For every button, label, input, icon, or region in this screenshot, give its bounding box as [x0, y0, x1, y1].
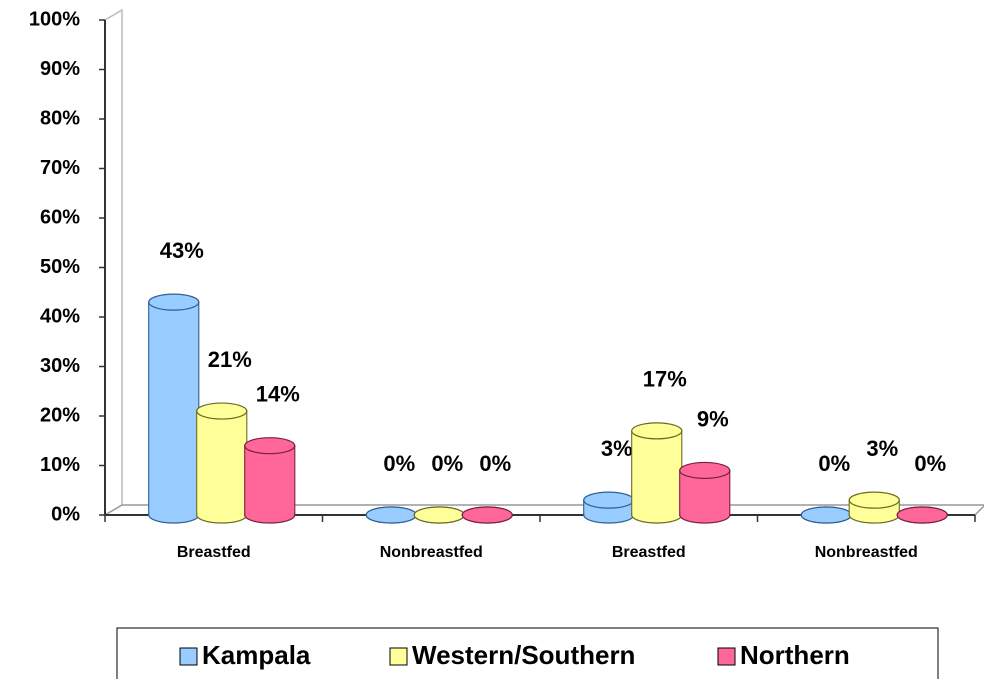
legend-label: Western/Southern [412, 640, 635, 670]
legend-box [116, 627, 939, 679]
y-tick-label: 100% [29, 8, 80, 30]
y-tick-label: 10% [40, 454, 80, 476]
value-label: 3% [601, 436, 633, 461]
value-label: 9% [697, 406, 729, 431]
legend-label: Northern [740, 640, 850, 670]
x-tick-label: Breastfed [612, 544, 686, 561]
bar-base-cover [149, 302, 199, 515]
bar-top [848, 491, 900, 509]
bar-base-cover [245, 445, 295, 515]
y-tick-label: 90% [40, 58, 80, 80]
bar-base-cover [632, 430, 682, 515]
y-tick-label: 70% [40, 157, 80, 179]
y-tick-label: 80% [40, 107, 80, 129]
bar-top [365, 506, 417, 524]
y-tick-label: 50% [40, 256, 80, 278]
value-label: 14% [256, 382, 300, 407]
value-label: 43% [160, 238, 204, 263]
bar-top [196, 402, 248, 420]
legend-label: Kampala [202, 640, 311, 670]
bar-top [413, 506, 465, 524]
bar-top [461, 506, 513, 524]
y-tick-label: 60% [40, 206, 80, 228]
y-tick-label: 40% [40, 305, 80, 327]
y-tick-label: 0% [51, 503, 80, 525]
y-tick-label: 30% [40, 355, 80, 377]
value-label: 3% [866, 436, 898, 461]
bar-top [679, 461, 731, 480]
value-label: 0% [914, 451, 946, 476]
value-label: 0% [431, 451, 463, 476]
legend-swatch [179, 647, 198, 666]
bar-top [896, 506, 948, 524]
x-tick-label: Breastfed [177, 544, 251, 561]
bar-base-cover [197, 411, 247, 515]
value-label: 21% [208, 347, 252, 372]
x-tick-label: Nonbreastfed [380, 544, 483, 561]
bar-top [631, 422, 683, 440]
x-tick-label: Nonbreastfed [815, 544, 918, 561]
value-label: 0% [383, 451, 415, 476]
bar-top [583, 491, 635, 509]
bar-top [148, 293, 200, 311]
value-label: 17% [643, 367, 687, 392]
y-tick-label: 20% [40, 404, 80, 426]
legend-swatch [717, 647, 736, 666]
value-label: 0% [818, 451, 850, 476]
value-label: 0% [479, 451, 511, 476]
back-wall [104, 8, 123, 505]
bar-top [244, 437, 296, 455]
bar-top [800, 506, 852, 524]
legend-swatch [389, 647, 408, 666]
